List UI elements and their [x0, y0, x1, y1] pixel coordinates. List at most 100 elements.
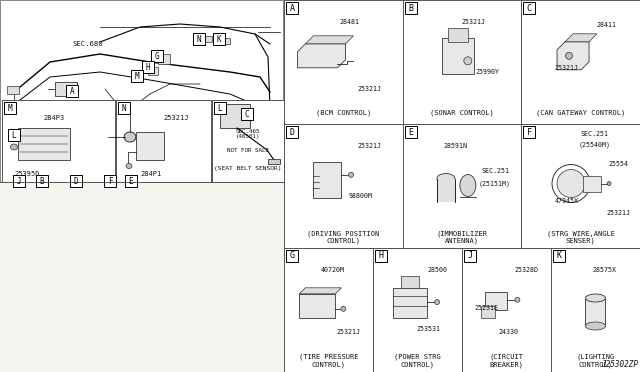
Text: L: L: [218, 103, 222, 112]
Ellipse shape: [124, 132, 136, 142]
Bar: [286, 250, 298, 262]
Bar: [300, 294, 335, 318]
Bar: [462, 248, 551, 372]
Text: N: N: [196, 35, 202, 44]
Bar: [4, 102, 16, 114]
Bar: [55, 82, 77, 96]
Bar: [222, 38, 230, 44]
Bar: [125, 175, 137, 187]
Ellipse shape: [10, 144, 17, 150]
Text: SEC.251: SEC.251: [581, 131, 609, 137]
Bar: [403, 124, 521, 248]
Text: D: D: [74, 176, 78, 186]
Bar: [485, 292, 508, 310]
Text: NOT FOR SALE: NOT FOR SALE: [227, 148, 269, 153]
Bar: [553, 250, 565, 262]
Text: H: H: [378, 251, 383, 260]
Bar: [523, 126, 535, 138]
Bar: [156, 133, 176, 141]
Bar: [13, 175, 25, 187]
Text: (DRIVING POSITION
CONTROL): (DRIVING POSITION CONTROL): [307, 230, 380, 244]
Text: G: G: [155, 51, 159, 61]
Text: SEC.251: SEC.251: [481, 168, 509, 174]
Text: (LIGHTING
CONTROL): (LIGHTING CONTROL): [577, 354, 614, 368]
Text: 25554: 25554: [609, 161, 628, 167]
Bar: [220, 104, 250, 128]
Text: A: A: [289, 3, 294, 13]
Text: (SEAT BELT SENSOR): (SEAT BELT SENSOR): [214, 166, 282, 170]
Text: N: N: [122, 103, 126, 112]
Bar: [286, 126, 298, 138]
Text: 284P3: 284P3: [44, 115, 65, 121]
Bar: [373, 248, 462, 372]
Text: (25540M): (25540M): [579, 142, 611, 148]
Text: K: K: [217, 35, 221, 44]
Bar: [2, 100, 115, 182]
Text: F: F: [527, 128, 532, 137]
Bar: [7, 86, 19, 94]
Text: 28481: 28481: [339, 19, 359, 25]
Text: 25395D: 25395D: [14, 171, 40, 177]
Bar: [401, 276, 419, 288]
Polygon shape: [268, 159, 280, 164]
Text: 25321J: 25321J: [163, 115, 189, 121]
Bar: [464, 250, 476, 262]
Bar: [66, 85, 78, 97]
Ellipse shape: [607, 182, 611, 186]
Text: C: C: [244, 109, 250, 119]
Text: (CAN GATEWAY CONTROL): (CAN GATEWAY CONTROL): [536, 110, 625, 116]
Ellipse shape: [566, 52, 573, 59]
Text: H: H: [146, 62, 150, 71]
Text: (CIRCUIT
BREAKER): (CIRCUIT BREAKER): [490, 354, 524, 368]
Bar: [0, 0, 283, 372]
Bar: [313, 162, 341, 198]
Text: 28591N: 28591N: [444, 143, 468, 149]
Bar: [18, 128, 70, 160]
Ellipse shape: [435, 299, 440, 305]
Bar: [214, 102, 226, 114]
Text: D: D: [289, 128, 294, 137]
Text: 28411: 28411: [596, 22, 617, 28]
Text: B: B: [40, 176, 44, 186]
Bar: [151, 50, 163, 62]
Text: E: E: [129, 176, 133, 186]
Ellipse shape: [586, 322, 605, 330]
Text: (BCM CONTROL): (BCM CONTROL): [316, 110, 371, 116]
Text: 28500: 28500: [427, 267, 447, 273]
Bar: [118, 102, 130, 114]
Bar: [213, 33, 225, 45]
Bar: [131, 70, 143, 82]
Text: 47945X: 47945X: [554, 198, 579, 204]
Bar: [148, 67, 158, 75]
Text: F: F: [108, 176, 112, 186]
Text: B: B: [408, 3, 413, 13]
Text: 28575X: 28575X: [593, 267, 616, 273]
Bar: [241, 108, 253, 120]
Bar: [393, 288, 427, 318]
Ellipse shape: [437, 173, 455, 183]
Text: K: K: [557, 251, 561, 260]
Bar: [244, 103, 262, 117]
Text: (IMMOBILIZER
ANTENNA): (IMMOBILIZER ANTENNA): [436, 230, 487, 244]
Text: 25321J: 25321J: [336, 329, 360, 335]
Bar: [158, 54, 170, 64]
Text: 25990Y: 25990Y: [476, 69, 500, 75]
Bar: [8, 129, 20, 141]
Bar: [448, 28, 468, 42]
Bar: [375, 250, 387, 262]
Bar: [521, 124, 640, 248]
Text: E: E: [408, 128, 413, 137]
Ellipse shape: [464, 57, 472, 65]
Text: 25321J: 25321J: [461, 19, 486, 25]
Text: 25321J: 25321J: [357, 143, 381, 149]
Bar: [437, 179, 455, 202]
Bar: [284, 124, 403, 248]
Bar: [284, 0, 403, 124]
Ellipse shape: [586, 294, 605, 302]
Polygon shape: [557, 42, 589, 70]
Text: J: J: [467, 251, 472, 260]
Bar: [36, 175, 48, 187]
Text: G: G: [289, 251, 294, 260]
Text: J: J: [17, 176, 21, 186]
Bar: [204, 36, 212, 42]
